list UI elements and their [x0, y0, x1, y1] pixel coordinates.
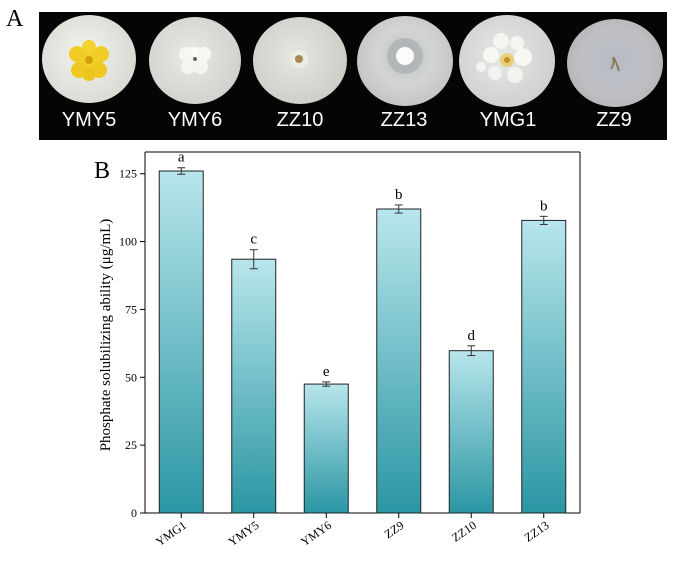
x-tick-label: YMG1: [153, 518, 189, 549]
plate-label-ymg1: YMG1: [479, 109, 537, 131]
plate-label-zz10: ZZ10: [276, 109, 324, 131]
plate-ymy6: [149, 17, 241, 104]
small-colony-icon: [290, 50, 308, 68]
y-axis-title: Phosphate solubilizing ability (μg/mL): [98, 219, 114, 452]
y-tick-label: 25: [125, 438, 137, 452]
y-tick-label: 50: [125, 370, 137, 384]
plate-zz10: [253, 17, 347, 104]
yellow-colony-icon: [69, 40, 109, 81]
multi-colony-icon: [476, 33, 532, 83]
significance-letter: a: [178, 150, 185, 166]
white-colony-icon: [179, 47, 211, 74]
significance-letter: d: [468, 328, 476, 344]
plate-label-zz9: ZZ9: [596, 109, 632, 131]
significance-letter: b: [395, 187, 403, 203]
plate-label-zz13: ZZ13: [380, 109, 428, 131]
significance-letter: c: [250, 232, 257, 248]
culture-plate-photo-strip: YMY5 YMY6 ZZ10 ZZ13: [39, 12, 667, 140]
significance-letter: b: [540, 198, 548, 214]
bar-ymy5: [231, 258, 277, 514]
halo-colony-icon: [387, 38, 423, 74]
bar-ymg1: [158, 170, 204, 514]
plate-zz9: [567, 19, 663, 107]
y-tick-label: 75: [125, 302, 137, 316]
x-tick-label: YMY6: [298, 518, 334, 549]
panel-b-label: B: [94, 158, 111, 184]
x-tick-label: YMY5: [226, 518, 262, 549]
y-tick-label: 125: [119, 167, 137, 181]
significance-letter: e: [323, 364, 330, 380]
x-tick-label: ZZ9: [382, 518, 407, 541]
y-tick-label: 100: [119, 235, 137, 249]
streak-colony-icon: [610, 56, 620, 72]
plate-label-ymy5: YMY5: [61, 109, 117, 131]
bar-zz13: [521, 219, 567, 514]
plate-ymy5: [42, 15, 136, 103]
bar-ymy6: [303, 383, 349, 514]
bar-zz10: [448, 350, 494, 514]
plate-label-ymy6: YMY6: [167, 109, 223, 131]
panel-a-label: A: [6, 6, 24, 32]
plate-ymg1: [459, 15, 555, 107]
y-tick-label: 0: [131, 506, 137, 520]
x-tick-label: ZZ10: [449, 518, 479, 545]
bar-zz9: [376, 208, 422, 514]
plate-zz13: [357, 16, 453, 106]
x-tick-label: ZZ13: [522, 518, 552, 545]
